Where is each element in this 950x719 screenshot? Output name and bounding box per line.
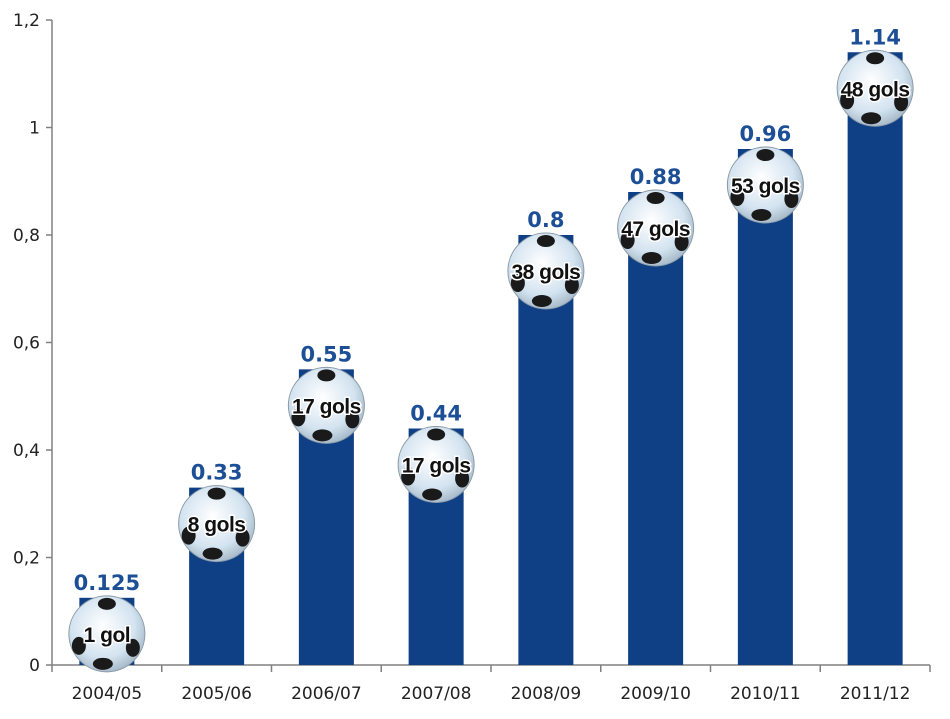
- value-label: 0.96: [739, 122, 791, 146]
- ball-patch: [861, 112, 882, 125]
- value-labels: 0.125 0.33 0.55 0.44 0.8 0.88 0.96 1.14: [74, 25, 901, 595]
- ball-body: [507, 232, 585, 310]
- soccer-ball-icon: 1 gol: [68, 595, 146, 673]
- soccer-ball-icon: 38 gols: [507, 232, 585, 310]
- ball-patch: [422, 488, 443, 501]
- bar: [628, 192, 684, 665]
- goal-markers: 1 gol 8 gols 17 gols 17 gols 38 gols 47 gols 5…: [68, 49, 914, 673]
- ball-patch: [455, 469, 470, 488]
- value-label: 0.88: [630, 165, 682, 189]
- ball-patch: [674, 233, 689, 251]
- ball-body: [726, 146, 804, 224]
- ball-patch: [345, 410, 360, 429]
- value-label: 0.33: [191, 461, 243, 485]
- ball-patch: [730, 188, 745, 206]
- goal-label: 47 gols: [621, 218, 690, 241]
- x-tick-label: 2009/10: [620, 684, 691, 704]
- goal-label: 1 gol: [84, 624, 131, 647]
- soccer-ball-icon: 47 gols: [617, 189, 695, 267]
- value-label: 0.125: [74, 571, 140, 595]
- y-axis: 0 0,2 0,4 0,6 0,8 1 1,2: [13, 11, 53, 676]
- ball-patch: [866, 52, 885, 65]
- x-axis: 2004/05 2005/06 2006/07 2007/08 2008/09 2009/…: [51, 664, 931, 704]
- x-tick-label: 2011/12: [840, 684, 911, 704]
- ball-body: [287, 366, 365, 444]
- ball-patch: [317, 369, 336, 382]
- bar: [847, 52, 903, 665]
- ball-patch: [751, 209, 772, 221]
- ball-body: [397, 426, 475, 503]
- x-tick-label: 2004/05: [72, 684, 143, 704]
- x-tick-label: 2007/08: [401, 684, 472, 704]
- y-tick-label: 1: [29, 119, 40, 139]
- ball-patch: [620, 231, 635, 249]
- ball-patch: [646, 192, 665, 204]
- x-tick-label: 2006/07: [291, 684, 362, 704]
- ball-patch: [97, 597, 116, 610]
- ball-patch: [401, 467, 416, 486]
- ball-patch: [840, 91, 855, 110]
- ball-body: [617, 189, 695, 267]
- goal-label: 38 gols: [511, 261, 580, 284]
- y-tick-label: 1,2: [13, 11, 40, 31]
- bars: [79, 52, 903, 665]
- soccer-ball-icon: 8 gols: [178, 485, 256, 563]
- y-tick-label: 0,4: [13, 441, 40, 461]
- y-tick-label: 0,6: [13, 334, 40, 354]
- value-label: 0.8: [527, 208, 564, 232]
- ball-body: [68, 595, 146, 673]
- soccer-ball-icon: 53 gols: [726, 146, 804, 224]
- goal-label: 8 gols: [188, 514, 246, 537]
- goal-label: 48 gols: [841, 78, 910, 101]
- goal-label: 17 gols: [402, 455, 471, 478]
- x-tick-label: 2008/09: [511, 684, 582, 704]
- ball-patch: [235, 528, 250, 547]
- value-label: 0.44: [410, 402, 462, 426]
- ball-patch: [181, 526, 196, 545]
- ball-patch: [92, 657, 113, 670]
- ball-patch: [291, 408, 306, 427]
- goal-label: 53 gols: [731, 175, 800, 198]
- ball-patch: [510, 274, 525, 292]
- soccer-ball-icon: 17 gols: [397, 426, 475, 503]
- ball-patch: [641, 252, 662, 264]
- ball-patch: [536, 235, 555, 247]
- soccer-ball-icon: 17 gols: [287, 366, 365, 444]
- x-tick-label: 2005/06: [181, 684, 252, 704]
- ball-patch: [427, 428, 446, 441]
- ball-patch: [125, 638, 140, 657]
- ball-body: [178, 485, 256, 563]
- soccer-ball-icon: 48 gols: [836, 49, 914, 127]
- y-tick-label: 0,8: [13, 226, 40, 246]
- ball-patch: [756, 149, 775, 161]
- bar: [737, 149, 793, 665]
- ball-patch: [531, 295, 552, 307]
- value-label: 1.14: [849, 25, 901, 49]
- ball-patch: [312, 429, 333, 442]
- goal-label: 17 gols: [292, 395, 361, 418]
- value-label: 0.55: [300, 342, 352, 366]
- ball-patch: [207, 487, 226, 500]
- ball-body: [836, 49, 914, 127]
- ball-patch: [784, 190, 799, 208]
- ball-patch: [564, 276, 579, 294]
- ball-patch: [894, 93, 909, 112]
- y-tick-label: 0: [29, 656, 40, 676]
- ball-patch: [71, 636, 86, 655]
- x-tick-label: 2010/11: [730, 684, 801, 704]
- y-tick-label: 0,2: [13, 549, 40, 569]
- ball-patch: [202, 547, 223, 560]
